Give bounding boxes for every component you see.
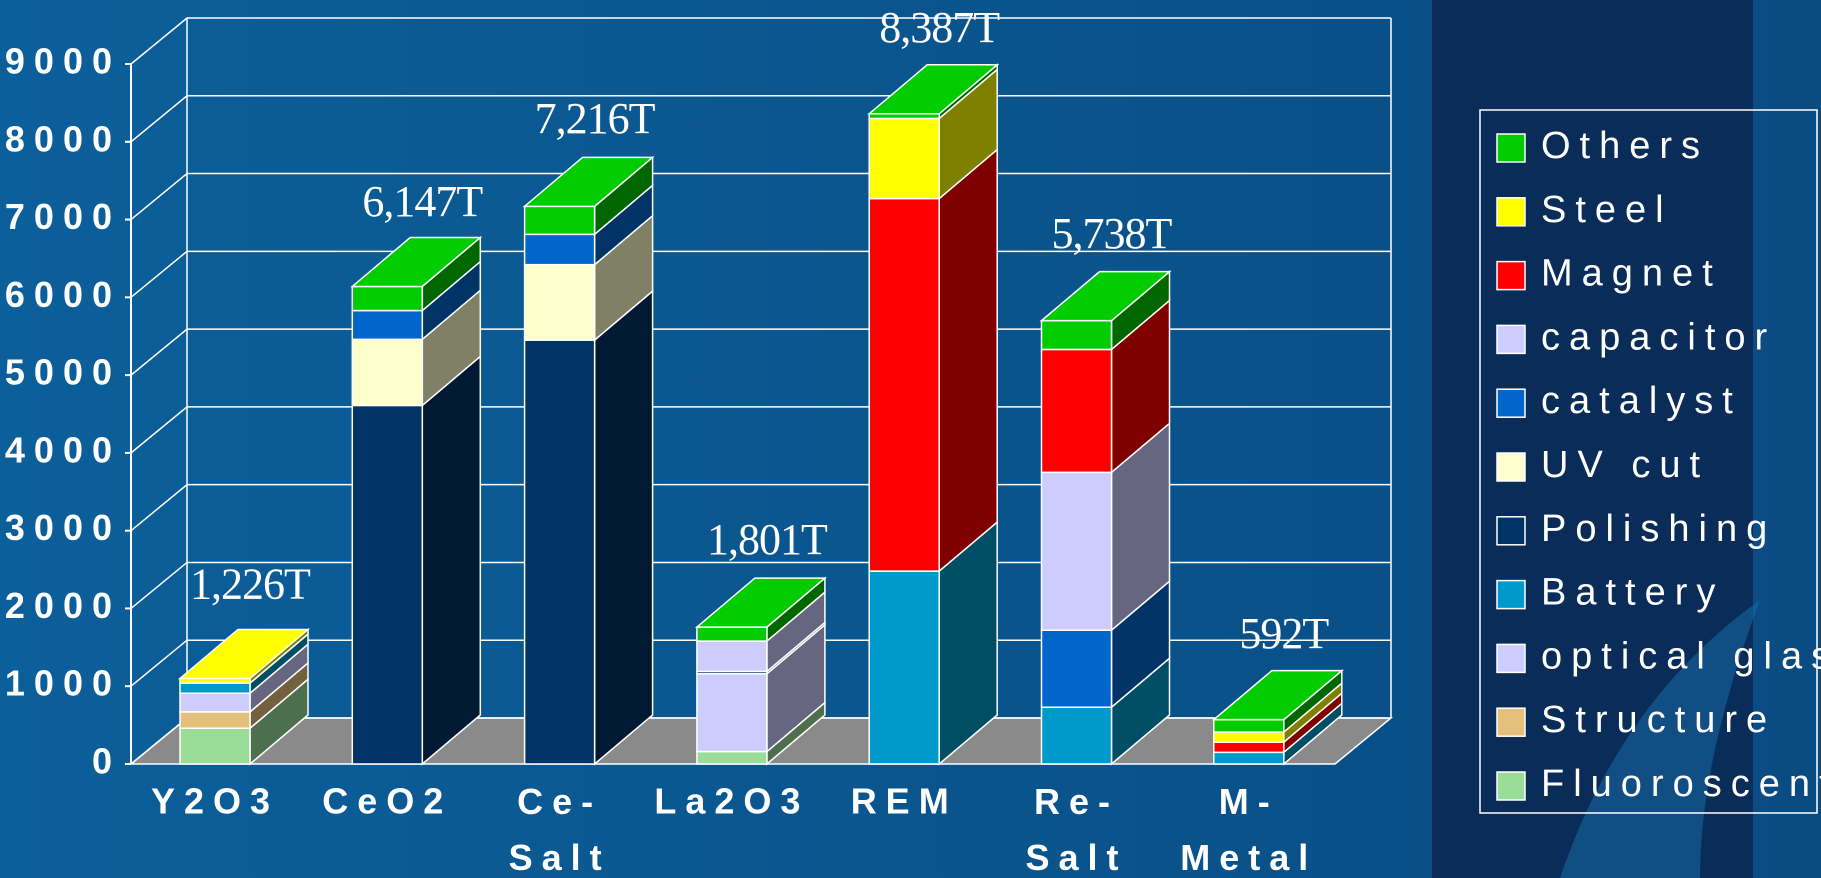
- legend-label: Polishing: [1541, 508, 1776, 550]
- legend-swatch: [1497, 325, 1525, 353]
- x-tick-label-line: Salt: [1025, 837, 1127, 878]
- bar-segment: [697, 641, 767, 671]
- bar-segment: [525, 234, 595, 264]
- bar-segment: [1042, 707, 1112, 764]
- legend-swatch: [1497, 708, 1525, 736]
- bar-segment: [352, 286, 422, 310]
- x-tick-label-line: Re-: [1034, 781, 1119, 822]
- y-tick-label: 6000: [5, 274, 121, 315]
- x-tick-label-line: Metal: [1180, 837, 1317, 878]
- bar-segment: [352, 311, 422, 340]
- y-tick-label: 7000: [5, 196, 121, 237]
- bar-segment: [1042, 321, 1112, 350]
- legend-label: Steel: [1541, 189, 1673, 231]
- legend-swatch: [1497, 198, 1525, 226]
- bar-segment: [1214, 742, 1284, 752]
- chart: 0 1000 2000 3000 4000 5000 6000 7000 8000 9000 Y2O…: [0, 0, 1821, 878]
- legend-label: Fluoroscent: [1541, 763, 1821, 805]
- legend-label: Structure: [1541, 699, 1776, 741]
- bar-side: [939, 150, 997, 572]
- bar-segment: [1214, 720, 1284, 732]
- total-label: 1,226T: [190, 560, 311, 609]
- y-tick-label: 2000: [5, 585, 121, 626]
- bar-segment: [1042, 630, 1112, 707]
- x-tick-label-line: M-: [1219, 781, 1279, 822]
- bar-segment: [525, 340, 595, 764]
- bar-side: [595, 291, 653, 764]
- legend-swatch: [1497, 581, 1525, 609]
- bar-segment: [869, 118, 939, 198]
- legend-swatch: [1497, 262, 1525, 290]
- bar-segment: [1042, 472, 1112, 630]
- bar-segment: [180, 693, 250, 712]
- bar-segment: [525, 206, 595, 234]
- bar-side: [422, 356, 480, 764]
- legend-swatch: [1497, 453, 1525, 481]
- x-tick-label-line: Salt: [509, 837, 611, 878]
- x-tick-label-line: Ce-: [517, 781, 602, 822]
- legend-swatch: [1497, 772, 1525, 800]
- page: 0 1000 2000 3000 4000 5000 6000 7000 8000 9000 Y2O…: [0, 0, 1821, 878]
- legend-label: Others: [1541, 125, 1709, 167]
- y-tick-label: 9000: [5, 41, 121, 82]
- y-tick-label: 1000: [5, 663, 121, 704]
- legend-label: catalyst: [1541, 380, 1742, 422]
- bar-segment: [697, 752, 767, 764]
- total-label: 1,801T: [707, 515, 828, 564]
- y-tick-label: 0: [92, 741, 121, 782]
- legend-swatch: [1497, 389, 1525, 417]
- y-tick-label: 5000: [5, 352, 121, 393]
- x-tick-label: REM: [851, 781, 958, 822]
- y-tick-label: 8000: [5, 118, 121, 159]
- bar-segment: [180, 728, 250, 764]
- legend-swatch: [1497, 644, 1525, 672]
- legend-label: Magnet: [1541, 253, 1722, 295]
- bar-segment: [1042, 349, 1112, 472]
- bar-segment: [352, 405, 422, 764]
- bar-segment: [352, 339, 422, 405]
- legend-label: UV cut: [1541, 444, 1709, 486]
- legend-label: capacitor: [1541, 316, 1776, 358]
- x-tick-label: Y2O3: [151, 781, 279, 822]
- bar-segment: [697, 627, 767, 641]
- y-tick-label: 4000: [5, 429, 121, 470]
- bar-segment: [1214, 732, 1284, 742]
- total-label: 6,147T: [362, 177, 483, 226]
- x-tick-label: La2O3: [654, 781, 809, 822]
- bar-segment: [869, 571, 939, 764]
- bar-segment: [180, 683, 250, 693]
- bar-segment: [180, 712, 250, 728]
- y-tick-label: 3000: [5, 507, 121, 548]
- legend-label: optical glass: [1541, 635, 1821, 677]
- total-label: 7,216T: [535, 94, 656, 143]
- total-label: 592T: [1239, 609, 1329, 658]
- bar-segment: [525, 265, 595, 340]
- bar-segment: [1214, 752, 1284, 764]
- x-tick-label: CeO2: [322, 781, 452, 822]
- bar-segment: [869, 199, 939, 572]
- legend-swatch: [1497, 134, 1525, 162]
- bar-segment: [697, 674, 767, 752]
- legend-swatch: [1497, 517, 1525, 545]
- total-label: 5,738T: [1052, 209, 1173, 258]
- total-label: 8,387T: [879, 3, 1000, 52]
- legend-label: Battery: [1541, 572, 1724, 614]
